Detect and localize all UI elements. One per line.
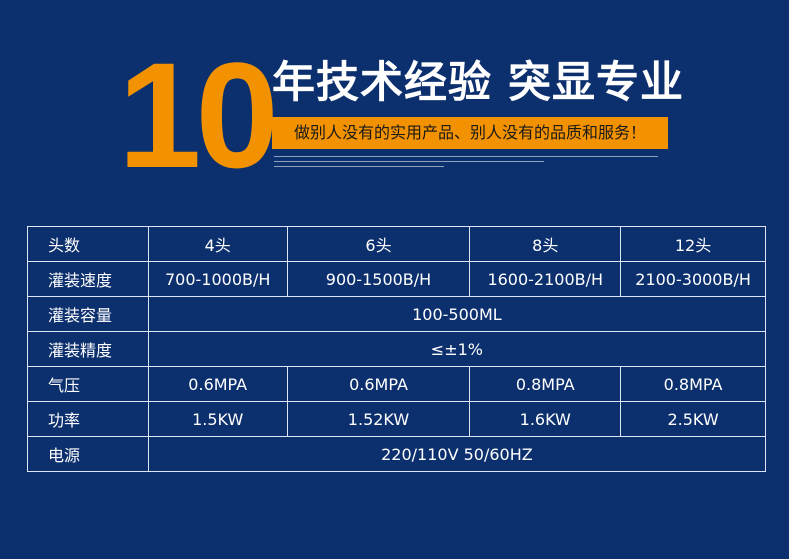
decorative-fine-text (274, 166, 444, 167)
row-label: 灌装容量 (27, 296, 149, 332)
table-row: 电源 220/110V 50/60HZ (27, 436, 767, 472)
row-label: 头数 (27, 226, 149, 262)
row-label: 电源 (27, 436, 149, 472)
table-cell: 2.5KW (620, 401, 766, 437)
table-cell: 4头 (147, 226, 288, 262)
table-cell: 0.6MPA (286, 366, 471, 402)
row-label: 功率 (27, 401, 149, 437)
table-cell: 900-1500B/H (286, 261, 471, 297)
table-cell: 12头 (620, 226, 766, 262)
decorative-fine-text (274, 156, 658, 157)
table-cell: 2100-3000B/H (620, 261, 766, 297)
row-label: 气压 (27, 366, 149, 402)
table-row: 功率 1.5KW 1.52KW 1.6KW 2.5KW (27, 401, 766, 437)
decorative-fine-text (274, 161, 544, 162)
table-cell-span: 100-500ML (147, 296, 767, 332)
table-cell: 700-1000B/H (147, 261, 288, 297)
row-label: 灌装精度 (27, 331, 149, 367)
table-row: 灌装精度 ≤±1% (27, 331, 767, 367)
table-cell: 0.8MPA (469, 366, 622, 402)
table-row: 气压 0.6MPA 0.6MPA 0.8MPA 0.8MPA (27, 366, 766, 402)
table-row: 灌装速度 700-1000B/H 900-1500B/H 1600-2100B/H 21… (27, 261, 766, 297)
table-cell: 8头 (469, 226, 622, 262)
table-cell-span: ≤±1% (147, 331, 767, 367)
table-cell-span: 220/110V 50/60HZ (147, 436, 767, 472)
table-row: 头数 4头 6头 8头 12头 (27, 226, 766, 262)
headline: 年技术经验 突显专业 (272, 58, 684, 108)
row-label: 灌装速度 (27, 261, 149, 297)
table-cell: 1.52KW (286, 401, 471, 437)
spec-table: 头数 4头 6头 8头 12头 灌装速度 700-1000B/H 900-1500B/H 160… (27, 226, 767, 472)
table-row: 灌装容量 100-500ML (27, 296, 767, 332)
table-cell: 0.8MPA (620, 366, 766, 402)
slogan-banner: 做别人没有的实用产品、别人没有的品质和服务！ (272, 117, 668, 149)
ten-years-number: 10 (118, 31, 279, 199)
table-cell: 6头 (286, 226, 471, 262)
table-cell: 1.5KW (147, 401, 288, 437)
table-cell: 0.6MPA (147, 366, 288, 402)
table-cell: 1600-2100B/H (469, 261, 622, 297)
table-cell: 1.6KW (469, 401, 622, 437)
